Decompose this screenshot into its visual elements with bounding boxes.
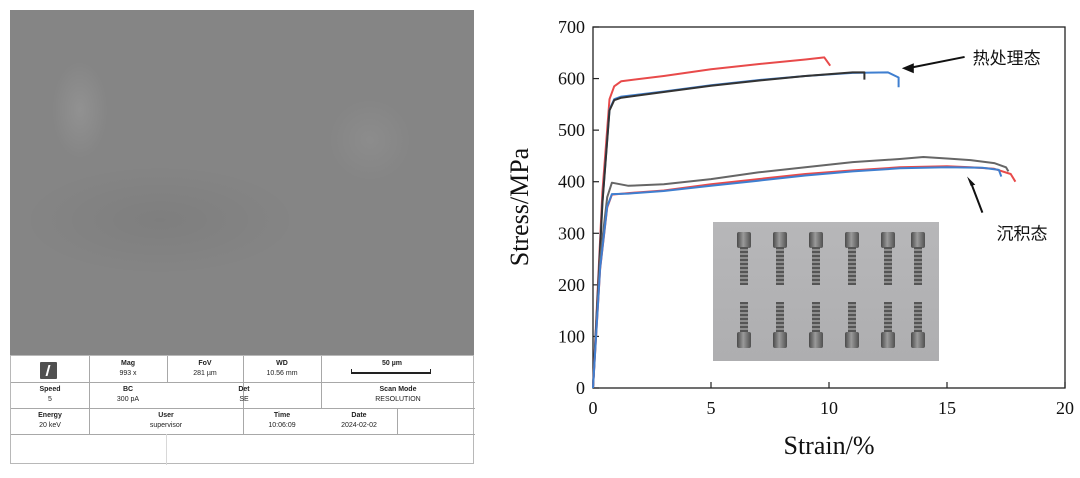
scale-bar-label: 50 µm [382,360,402,367]
x-tick-label: 5 [707,398,716,418]
x-axis-title: Strain/% [784,431,875,460]
date-value: 2024-02-02 [341,422,377,429]
scale-bar: 50 µm [345,360,439,378]
y-tick-label: 500 [558,120,585,140]
annotation-heat-treated: 热处理态 [973,49,1041,69]
energy-label: Energy [38,412,62,419]
user-label: User [158,412,174,419]
det-label: Det [238,386,250,393]
speed-value: 5 [48,396,52,403]
mag-label: Mag [121,360,135,367]
series-line-3 [592,71,866,389]
speed-label: Speed [39,386,61,393]
energy-value: 20 keV [39,422,61,429]
sem-micrograph [10,10,474,355]
annotation-arrow-line [907,55,965,70]
x-tick-label: 15 [938,398,956,418]
series-line-4 [592,156,1010,389]
time-label: Time [273,412,291,419]
y-tick-label: 100 [558,326,585,346]
wd-label: WD [276,360,288,367]
y-tick-label: 400 [558,172,585,192]
fov-value: 281 µm [193,370,217,377]
y-tick-label: 300 [558,223,585,243]
annotation-arrow-head [967,176,976,186]
y-tick-label: 0 [576,378,585,398]
y-tick-label: 600 [558,69,585,89]
y-tick-label: 200 [558,275,585,295]
x-tick-label: 0 [589,398,598,418]
x-tick-label: 10 [820,398,838,418]
date-label: Date [351,412,367,419]
logo-icon [40,362,57,379]
time-value: 10:06:09 [268,422,296,429]
bc-value: 300 pA [116,396,140,403]
sem-info-bar: Mag 993 x FoV 281 µm WD 10.56 mm 50 µm S… [10,355,475,465]
fov-label: FoV [198,360,212,367]
scan-mode-label: Scan Mode [379,386,417,393]
scale-bar-line [351,369,431,374]
series-line-6 [592,166,1003,389]
bc-label: BC [122,386,134,393]
mag-value: 993 x [119,370,137,377]
x-tick-label: 20 [1056,398,1074,418]
sem-panel: Mag 993 x FoV 281 µm WD 10.56 mm 50 µm S… [10,10,475,465]
wd-value: 10.56 mm [266,370,298,377]
series-layer [592,56,1017,389]
specimen-photo [713,222,939,361]
scan-mode-value: RESOLUTION [375,396,421,403]
y-axis-title: Stress/MPa [505,147,534,266]
det-value: SE [239,396,249,403]
annotation-arrow-head [901,63,914,74]
annotation-arrow-line [969,181,984,214]
user-value: supervisor [149,422,183,429]
annotation-as-deposited: 沉积态 [997,224,1048,244]
y-tick-label: 700 [558,17,585,37]
